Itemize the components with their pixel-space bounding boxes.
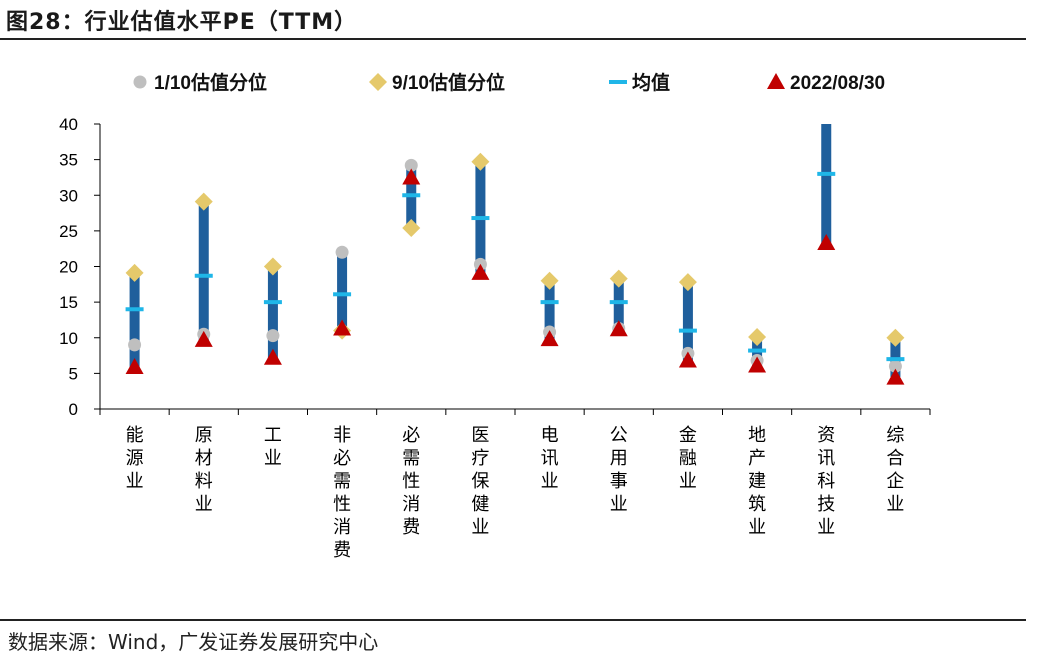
- range-bar: [337, 252, 348, 331]
- x-tick-label: 能源业: [126, 425, 144, 491]
- chart-svg: 1/10估值分位 9/10估值分位 均值 2022/08/30 0 5 10 15 20 25 3…: [59, 71, 931, 560]
- current-marker: [471, 263, 490, 280]
- mean-marker: [125, 307, 144, 312]
- current-marker: [333, 319, 352, 336]
- p10-marker: [888, 359, 902, 373]
- y-tick-label: 30: [59, 186, 78, 205]
- legend: 1/10估值分位 9/10估值分位 均值 2022/08/30: [133, 71, 885, 94]
- mean-marker: [263, 300, 282, 305]
- range-bar: [544, 280, 555, 342]
- x-tick-label: 必需性消费: [402, 425, 420, 537]
- mean-marker: [194, 273, 213, 278]
- legend-label: 9/10估值分位: [392, 71, 505, 94]
- legend-label: 均值: [632, 71, 670, 94]
- p90-marker: [540, 271, 559, 290]
- p10-marker: [128, 338, 142, 352]
- mean-marker: [540, 300, 559, 305]
- current-marker: [540, 330, 559, 347]
- legend-p10-marker: [133, 75, 147, 89]
- source-note: 数据来源：Wind，广发证券发展研究中心: [8, 630, 379, 654]
- x-tick-label: 工业: [264, 425, 282, 468]
- y-tick-label: 10: [59, 329, 78, 348]
- mean-marker: [471, 216, 490, 221]
- mean-marker: [609, 300, 628, 305]
- y-tick-label: 20: [59, 258, 78, 277]
- p90-marker: [402, 219, 421, 238]
- p90-marker: [678, 273, 697, 292]
- x-tick-label: 原材料业: [195, 425, 213, 514]
- legend-p90-marker: [369, 73, 387, 91]
- mean-marker: [817, 171, 836, 176]
- p90-marker: [194, 192, 213, 211]
- mean-marker: [402, 193, 421, 198]
- chart-marks: [125, 124, 905, 385]
- x-tick-label: 医疗保健业: [471, 425, 489, 537]
- y-tick-label: 35: [59, 151, 78, 170]
- current-marker: [748, 356, 767, 373]
- p10-marker: [266, 329, 280, 343]
- mean-marker: [678, 328, 697, 333]
- legend-mean-marker: [609, 80, 627, 84]
- current-marker: [263, 348, 282, 365]
- x-tick-label: 非必需性消费: [333, 425, 351, 560]
- current-marker: [194, 330, 213, 347]
- top-rule: [0, 38, 1026, 40]
- y-tick-label: 0: [69, 400, 78, 419]
- current-marker: [402, 168, 421, 185]
- range-bar: [752, 337, 763, 370]
- range-bar: [682, 284, 693, 367]
- x-tick-label: 资讯科技业: [817, 425, 835, 537]
- p10-marker: [404, 158, 418, 172]
- p90-marker: [471, 152, 490, 171]
- p90-marker: [263, 257, 282, 276]
- range-bar: [821, 124, 832, 246]
- current-marker: [886, 368, 905, 385]
- range-bar: [198, 202, 209, 345]
- p90-marker: [886, 328, 905, 347]
- x-tick-label: 金融业: [679, 425, 697, 491]
- bottom-rule: [0, 619, 1026, 621]
- p10-marker: [335, 245, 349, 259]
- y-tick-label: 40: [59, 115, 78, 134]
- range-bar: [267, 266, 278, 363]
- y-tick-label: 15: [59, 293, 78, 312]
- y-tick-label: 25: [59, 222, 78, 241]
- current-marker: [125, 357, 144, 374]
- current-marker: [609, 320, 628, 337]
- mean-marker: [333, 292, 352, 297]
- p90-marker: [748, 328, 767, 347]
- legend-label: 1/10估值分位: [154, 71, 267, 94]
- x-tick-label: 电讯业: [541, 425, 559, 491]
- p90-marker: [125, 263, 144, 282]
- legend-label: 2022/08/30: [790, 73, 885, 94]
- x-tick-label: 地产建筑业: [748, 425, 766, 537]
- mean-marker: [886, 357, 905, 362]
- current-marker: [678, 351, 697, 368]
- p90-marker: [609, 269, 628, 288]
- x-tick-label: 综合企业: [886, 425, 904, 514]
- x-tick-label: 公用事业: [610, 425, 628, 514]
- x-axis: 能源业 原材料业 工业 非必需性消费 必需性消费 医疗保健业 电讯业 公用事业 金融业 地产建筑业…: [99, 408, 931, 560]
- current-marker: [817, 233, 836, 250]
- y-axis: 0 5 10 15 20 25 30 35 40: [59, 115, 101, 419]
- range-bar: [613, 280, 624, 331]
- mean-marker: [748, 348, 767, 353]
- legend-current-marker: [767, 73, 785, 89]
- range-bar: [129, 273, 140, 374]
- figure-title: 图28：行业估值水平PE（TTM）: [6, 10, 358, 35]
- y-tick-label: 5: [69, 364, 78, 383]
